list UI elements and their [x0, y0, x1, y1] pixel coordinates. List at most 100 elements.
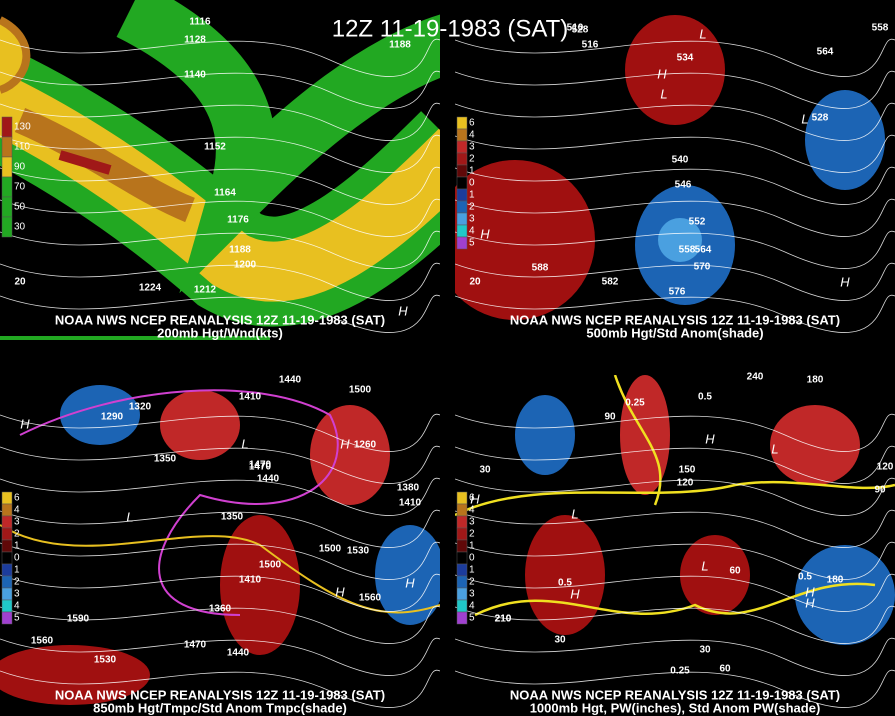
contour-label: 150 — [679, 465, 696, 476]
contour-label: 588 — [532, 263, 549, 274]
legend-label: 2 — [469, 154, 475, 165]
contour-label: 210 — [495, 614, 512, 625]
contour-label: 1410 — [399, 498, 422, 509]
anom-pos — [0, 645, 150, 705]
contour-line — [455, 413, 895, 452]
panel-subtitle: 500mb Hgt/Std Anom(shade) — [586, 325, 763, 340]
shading — [455, 15, 885, 320]
contour-line — [455, 669, 895, 708]
legend-label: 3 — [14, 517, 20, 528]
contour-label: 1530 — [94, 655, 117, 666]
contour-line — [0, 573, 440, 612]
contour-label: 1176 — [227, 215, 249, 226]
legend-swatch — [456, 527, 468, 541]
legend-swatch — [1, 539, 13, 553]
contour-line — [455, 445, 895, 484]
panel-subtitle: 850mb Hgt/Tmpc/Std Anom Tmpc(shade) — [93, 700, 347, 715]
jet-max — [14, 108, 195, 223]
pressure-center: H — [20, 416, 30, 431]
contour-label: 552 — [689, 217, 706, 228]
contour-label: 120 — [877, 462, 894, 473]
contour-label: 1140 — [184, 70, 206, 81]
legend-swatch — [456, 539, 468, 553]
contour-label: 1360 — [209, 604, 232, 615]
contour-label: 1188 — [229, 245, 251, 256]
contour-line — [0, 413, 440, 452]
contour-label: 1410 — [239, 392, 262, 403]
contour-label: 1152 — [204, 142, 226, 153]
legend-label: 70 — [14, 182, 26, 193]
anom-pos — [625, 15, 725, 125]
contour-line — [0, 38, 440, 77]
contour-line — [455, 70, 895, 109]
panel-subtitle: 1000mb Hgt, PW(inches), Std Anom PW(shad… — [530, 700, 821, 715]
pressure-center: H — [570, 586, 580, 601]
contour-label: 576 — [669, 287, 686, 298]
shading — [0, 0, 440, 327]
pressure-center: H — [398, 303, 408, 318]
contour-label: 1128 — [184, 35, 206, 46]
pressure-center: L — [241, 436, 248, 451]
contour-line — [455, 198, 895, 237]
contour-label: 30 — [479, 465, 491, 476]
anom-pos — [455, 160, 595, 320]
legend-swatch — [1, 587, 13, 601]
contour-label: 1530 — [347, 546, 370, 557]
contour-line — [0, 541, 440, 580]
contour-label: 1470 — [249, 460, 272, 471]
legend-label: 5 — [469, 238, 475, 249]
legend-swatch — [456, 563, 468, 577]
contour-label: 558 — [872, 23, 889, 34]
legend-swatch — [456, 224, 468, 238]
contour-line — [0, 102, 440, 141]
legend-swatch — [456, 176, 468, 190]
contour-line — [455, 605, 895, 644]
contour-label: 20 — [469, 277, 481, 288]
wind-bar — [0, 336, 270, 340]
legend-swatch — [456, 188, 468, 202]
legend-label: 4 — [469, 226, 475, 237]
contour-label: 558 — [679, 245, 696, 256]
contour-label: 540 — [672, 155, 689, 166]
legend-label: 1 — [14, 541, 20, 552]
pressure-center: L — [126, 509, 133, 524]
anom-neg — [375, 525, 440, 625]
contour-label: 90 — [604, 412, 616, 423]
panel-1000mb: 240 1800.50.2590210150120603030901201800.… — [455, 372, 895, 715]
anom-pos — [770, 405, 860, 485]
legend-label: 2 — [14, 577, 20, 588]
legend-swatch — [456, 128, 468, 142]
pressure-center: H — [405, 575, 415, 590]
legend-swatch — [456, 587, 468, 601]
contour-label: 210 — [495, 614, 512, 625]
contour-label: 30 — [699, 645, 711, 656]
legend-label: 6 — [14, 493, 20, 504]
legend-swatch — [1, 116, 13, 138]
contour-label: 240 — [747, 372, 764, 383]
contour-label: 564 — [695, 245, 712, 256]
legend-label: 0 — [14, 553, 20, 564]
contour-line — [0, 166, 440, 205]
legend-swatch — [456, 152, 468, 166]
legend-swatch — [456, 236, 468, 250]
contour-label: 516 — [582, 40, 599, 51]
contour-label: 1260 — [354, 440, 377, 451]
legend-label: 2 — [469, 577, 475, 588]
anom-pos — [220, 515, 300, 655]
legend-label: 4 — [469, 130, 475, 141]
contour-label: 1200 — [234, 260, 257, 271]
legend-label: 4 — [469, 505, 475, 516]
contour-line — [0, 230, 440, 269]
contour-label: 0.5 — [698, 392, 712, 403]
pressure-center: H — [657, 66, 667, 81]
contour-label: 30 — [554, 635, 566, 646]
legend-swatch — [1, 599, 13, 613]
contour-line — [455, 134, 895, 173]
contour-label: 546 — [675, 180, 692, 191]
legend-label: 5 — [14, 613, 20, 624]
contour-label: 180 — [827, 575, 844, 586]
legend-label: 0 — [469, 178, 475, 189]
pressure-center: H — [705, 431, 715, 446]
contour-label: 1470 — [184, 640, 207, 651]
legend-label: 110 — [14, 142, 30, 153]
